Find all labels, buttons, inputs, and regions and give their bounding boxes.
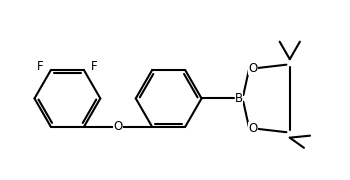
Text: O: O xyxy=(113,120,122,133)
Text: O: O xyxy=(248,62,258,75)
Text: F: F xyxy=(91,60,98,73)
Text: F: F xyxy=(37,60,44,73)
Text: B: B xyxy=(235,92,243,105)
Text: O: O xyxy=(248,122,258,135)
